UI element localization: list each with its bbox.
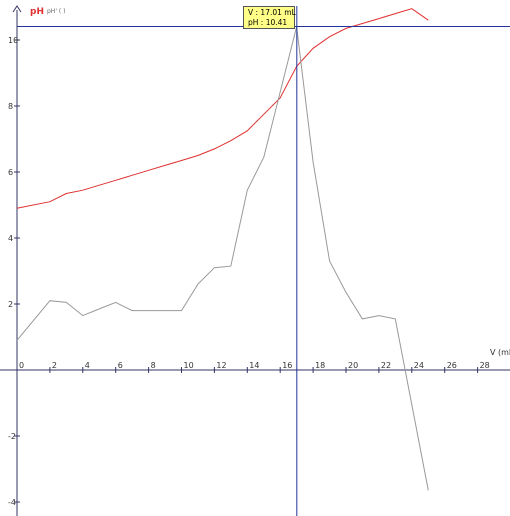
x-tick-label: 26 (447, 361, 457, 370)
x-tick-label: 6 (118, 361, 123, 370)
y-tick-label: 6 (8, 168, 13, 177)
y-axis-title: pH (30, 7, 44, 17)
x-tick-label: 16 (282, 361, 292, 370)
y-tick-label: -2 (8, 432, 16, 441)
series-layer (16, 8, 429, 491)
y-axis-secondary-title: pH' ( ) (47, 8, 65, 15)
value-readout-tooltip: V : 17.01 mL pH : 10.41 (243, 6, 296, 29)
y-tick-label: 4 (8, 234, 13, 243)
ph-derivative-curve-line (16, 26, 429, 491)
readout-ph: pH : 10.41 (248, 18, 288, 27)
y-tick-label: 8 (8, 102, 13, 111)
x-tick-label: 14 (249, 361, 259, 370)
y-axis-arrow (12, 5, 22, 13)
y-tick-label: 10 (8, 36, 18, 45)
x-tick-label: 12 (216, 361, 226, 370)
y-ticks: -4 -2 2 4 6 8 10 (8, 36, 20, 507)
x-tick-label: 0 (19, 361, 24, 370)
y-tick-label: 2 (8, 300, 13, 309)
x-ticks: 0 2 4 6 8 10 12 14 16 18 20 22 24 26 28 (16, 361, 490, 373)
x-tick-label: 8 (151, 361, 156, 370)
x-tick-label: 10 (184, 361, 194, 370)
y-tick-label: -4 (8, 498, 16, 507)
readout-volume: V : 17.01 mL (248, 8, 296, 17)
x-tick-label: 4 (85, 361, 90, 370)
y-axis-title-ph: pH (30, 7, 44, 17)
x-tick-label: 18 (315, 361, 325, 370)
x-tick-label: 24 (414, 361, 424, 370)
x-tick-label: 28 (480, 361, 490, 370)
crosshair (17, 6, 510, 516)
x-tick-label: 20 (348, 361, 358, 370)
x-tick-label: 2 (52, 361, 57, 370)
axes (0, 5, 510, 516)
ph-curve-line (16, 8, 429, 209)
x-axis-title: V (mL (490, 348, 510, 357)
x-tick-label: 22 (381, 361, 391, 370)
